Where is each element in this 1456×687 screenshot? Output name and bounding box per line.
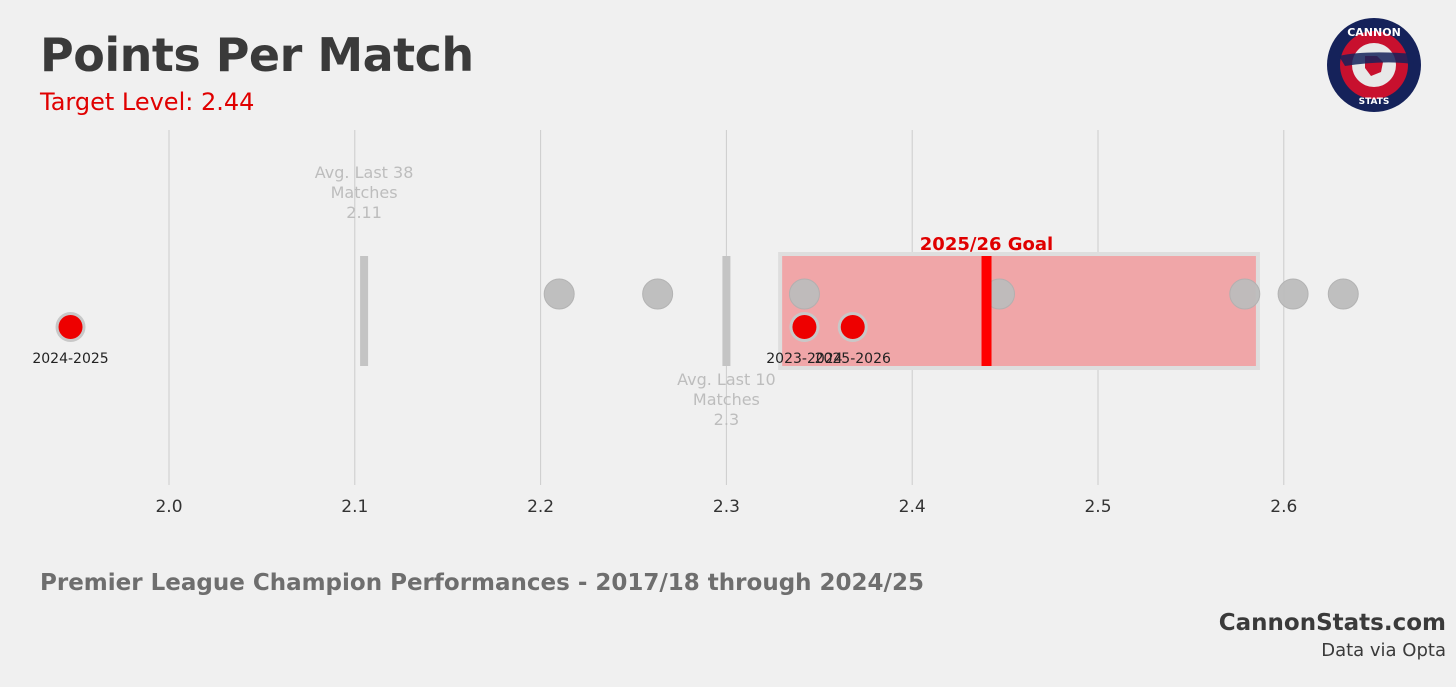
goal-label: 2025/26 Goal [920,234,1053,255]
arsenal-point [58,315,83,339]
champion-point [642,278,674,310]
champion-point [1229,278,1261,310]
logo-bottom-text: STATS [1359,97,1390,107]
arsenal-point-label: 2025-2026 [815,351,891,367]
reference-line [722,256,731,366]
arsenal-point-label: 2023-2024 [766,351,842,367]
cannon-stats-logo: CANNON STATS [1327,18,1421,112]
arsenal-point [792,315,817,339]
arsenal-point-label: 2024-2025 [32,351,108,367]
chart-title: Points Per Match [40,28,474,82]
reference-label: Avg. Last 10 [677,370,776,389]
x-tick-label: 2.4 [899,497,926,517]
goal-marker [981,256,992,366]
data-source: Data via Opta [1321,640,1446,661]
footer-caption: Premier League Champion Performances - 2… [40,570,924,596]
reference-label: 2.11 [346,203,382,222]
champion-point [1327,278,1359,310]
reference-label: 2.3 [714,410,739,429]
reference-label: Matches [331,183,398,202]
x-tick-label: 2.3 [713,497,740,517]
arsenal-point [840,315,865,339]
champion-point [1277,278,1309,310]
champion-point [543,278,575,310]
x-tick-label: 2.1 [341,497,368,517]
reference-line [360,256,369,366]
x-tick-label: 2.2 [527,497,554,517]
reference-label: Matches [693,390,760,409]
goal-range-band [782,256,1256,366]
logo-top-text: CANNON [1347,26,1401,39]
reference-label: Avg. Last 38 [315,163,414,182]
x-tick-label: 2.6 [1270,497,1297,517]
x-tick-label: 2.0 [155,497,182,517]
champion-point [788,278,820,310]
site-name: CannonStats.com [1218,610,1446,636]
x-tick-label: 2.5 [1084,497,1111,517]
chart-subtitle: Target Level: 2.44 [40,88,255,116]
